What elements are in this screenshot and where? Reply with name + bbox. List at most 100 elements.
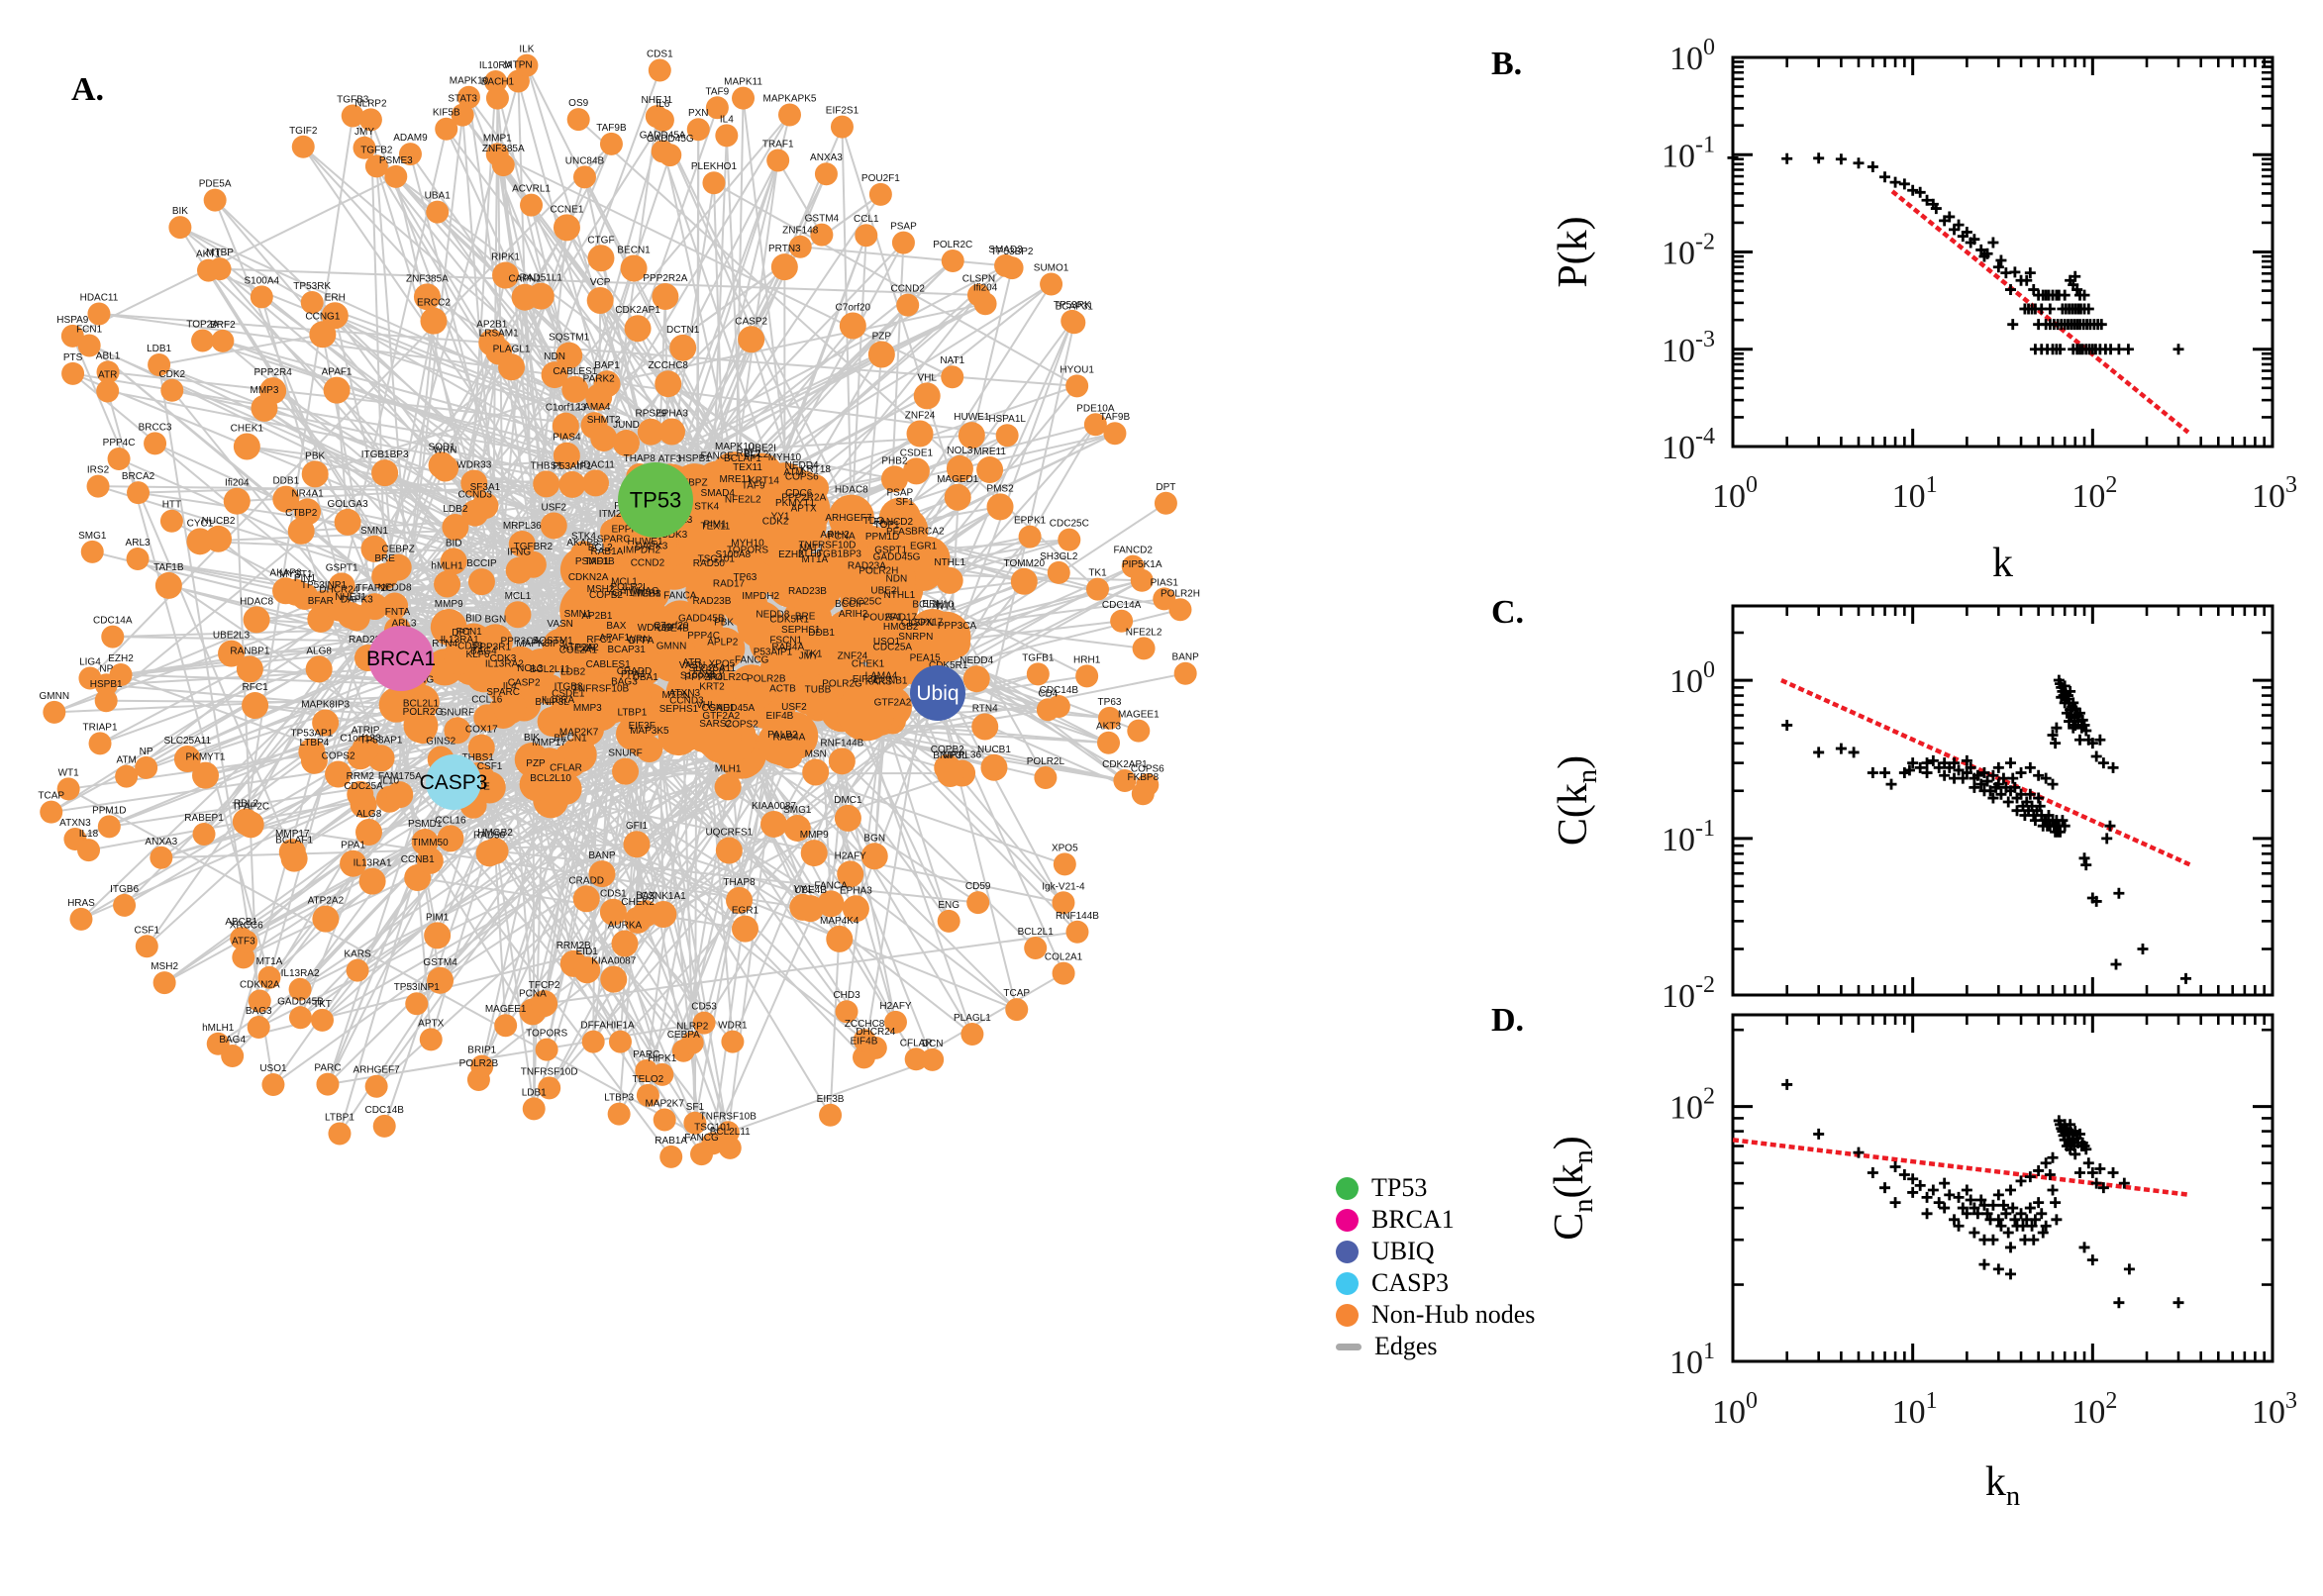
network-node — [115, 764, 139, 788]
network-node-label: AKT1 — [196, 249, 221, 260]
network-node — [721, 1030, 745, 1053]
network-node-label: MAP2K7 — [559, 727, 599, 738]
network-node — [817, 890, 845, 918]
network-node — [477, 624, 514, 659]
network-node — [1005, 998, 1029, 1022]
network-node-label: MAPK10 — [715, 442, 755, 452]
network-node — [1052, 961, 1075, 985]
network-node-label: CCND3 — [669, 695, 704, 706]
network-node — [427, 966, 454, 994]
network-node-label: ZNF385A — [406, 273, 449, 284]
network-node-label: hMLH1 — [202, 1023, 235, 1034]
network-node — [776, 470, 827, 520]
network-node-label: MCL1 — [611, 576, 638, 587]
axis-title: k — [1992, 541, 2013, 586]
network-node — [1065, 920, 1089, 944]
network-node-label: CDC14A — [1102, 600, 1142, 611]
network-node-label: ATR — [98, 369, 117, 380]
network-node-label: NEDD8 — [756, 609, 789, 620]
network-node-label: RAD23B — [693, 596, 732, 607]
network-node-label: HUWE1 — [954, 412, 990, 423]
network-node — [126, 548, 150, 571]
network-node — [921, 1047, 945, 1071]
network-node — [652, 282, 679, 310]
network-node-label: EZH2 — [108, 653, 134, 664]
network-node-label: DHCR24 — [856, 1027, 895, 1038]
network-node — [702, 627, 746, 670]
network-node-label: TFCP2 — [529, 980, 560, 991]
legend-item-label: UBIQ — [1371, 1237, 1435, 1265]
network-node — [515, 53, 539, 77]
panel-b-label: B. — [1491, 46, 1523, 82]
network-node-label: ADAM9 — [393, 133, 428, 144]
network-node-label: RRM2 — [347, 771, 375, 782]
network-node-label: BRE — [795, 612, 816, 623]
network-node-label: POLR2B — [459, 1058, 499, 1069]
network-node — [587, 245, 615, 272]
network-node-label: ITGB6 — [110, 884, 139, 895]
network-node — [994, 253, 1018, 277]
network-node-label: TP53INP1 — [301, 580, 348, 591]
network-node — [797, 895, 825, 923]
network-node — [650, 900, 677, 928]
plot-frame — [1731, 604, 2274, 997]
network-node-label: POLR2H — [1161, 588, 1200, 599]
network-node-label: CRADD — [617, 666, 653, 677]
network-node — [334, 508, 361, 536]
network-node-label: ERH — [922, 599, 943, 610]
network-node-label: UBE4B — [794, 885, 827, 896]
network-node-label: ATF3 — [658, 453, 682, 464]
network-node-label: CTBP2 — [285, 508, 318, 519]
network-node-label: TCAP — [38, 791, 64, 802]
network-node-label: STAT3 — [448, 94, 477, 105]
network-node-label: FANCA — [814, 880, 848, 891]
network-node-label: DCN — [922, 1039, 944, 1049]
network-node-label: TKT — [313, 999, 332, 1010]
network-node-label: TP53RK — [293, 281, 331, 292]
network-node — [658, 418, 686, 446]
network-node-label: IRS2 — [87, 465, 110, 476]
network-node-label: IL10RA — [479, 60, 513, 71]
network-node — [325, 760, 353, 788]
network-node-label: TP53AP1 — [290, 729, 333, 740]
network-node-label: RAB1A — [655, 1136, 687, 1147]
axis-tick-label: 10-2 — [1662, 972, 1715, 1015]
network-node-label: TAF9B — [596, 123, 627, 134]
network-node-label: PSME3 — [379, 155, 413, 166]
network-node — [623, 831, 651, 858]
network-node-label: TSG101 — [694, 1122, 732, 1133]
network-node-label: NLRP2 — [354, 98, 387, 109]
network-node-label: CDC6 — [785, 488, 813, 499]
network-node-label: DDB1 — [272, 476, 299, 487]
network-node — [906, 420, 934, 448]
legend-item: TP53 — [1336, 1172, 1535, 1204]
network-node-label: BCAP31 — [1056, 301, 1094, 312]
network-node — [937, 909, 960, 933]
network-node — [533, 470, 560, 498]
network-node — [980, 753, 1008, 781]
network-node-label: ZCCHC8 — [648, 360, 688, 371]
network-node-label: PCNA — [828, 531, 856, 542]
network-node-label: TCAP — [1003, 988, 1030, 999]
network-node-label: MTBP — [206, 248, 234, 258]
plot-D: 100 101 102 103 102 101 kn Cn(kn) — [1547, 1013, 2297, 1512]
network-node-label: DHCR24 — [319, 585, 358, 596]
network-node-label: DAPK3 — [341, 594, 373, 605]
network-node — [651, 140, 674, 163]
network-node — [467, 568, 495, 596]
network-node — [683, 1111, 707, 1135]
network-node — [788, 235, 812, 258]
legend: TP53 BRCA1 UBIQ CASP3 Non-Hub nodes Edges — [1336, 1172, 1535, 1362]
network-node-label: POLR2B — [747, 674, 786, 685]
network-node — [723, 554, 772, 604]
network-node-label: XPO5 — [1052, 843, 1078, 853]
network-node-label: BAX — [636, 890, 656, 901]
plot-C: 100 10-1 10-2 C(kn) — [1551, 604, 2274, 1015]
network-node-label: SPARC — [486, 687, 520, 698]
network-node-label: EIF4B — [851, 1036, 878, 1047]
network-node-label: APLP2 — [707, 637, 739, 648]
network-node — [416, 847, 444, 874]
network-node — [305, 655, 333, 683]
network-node-label: NR4A1 — [291, 488, 324, 499]
network-node-label: CFLAR — [550, 763, 582, 774]
